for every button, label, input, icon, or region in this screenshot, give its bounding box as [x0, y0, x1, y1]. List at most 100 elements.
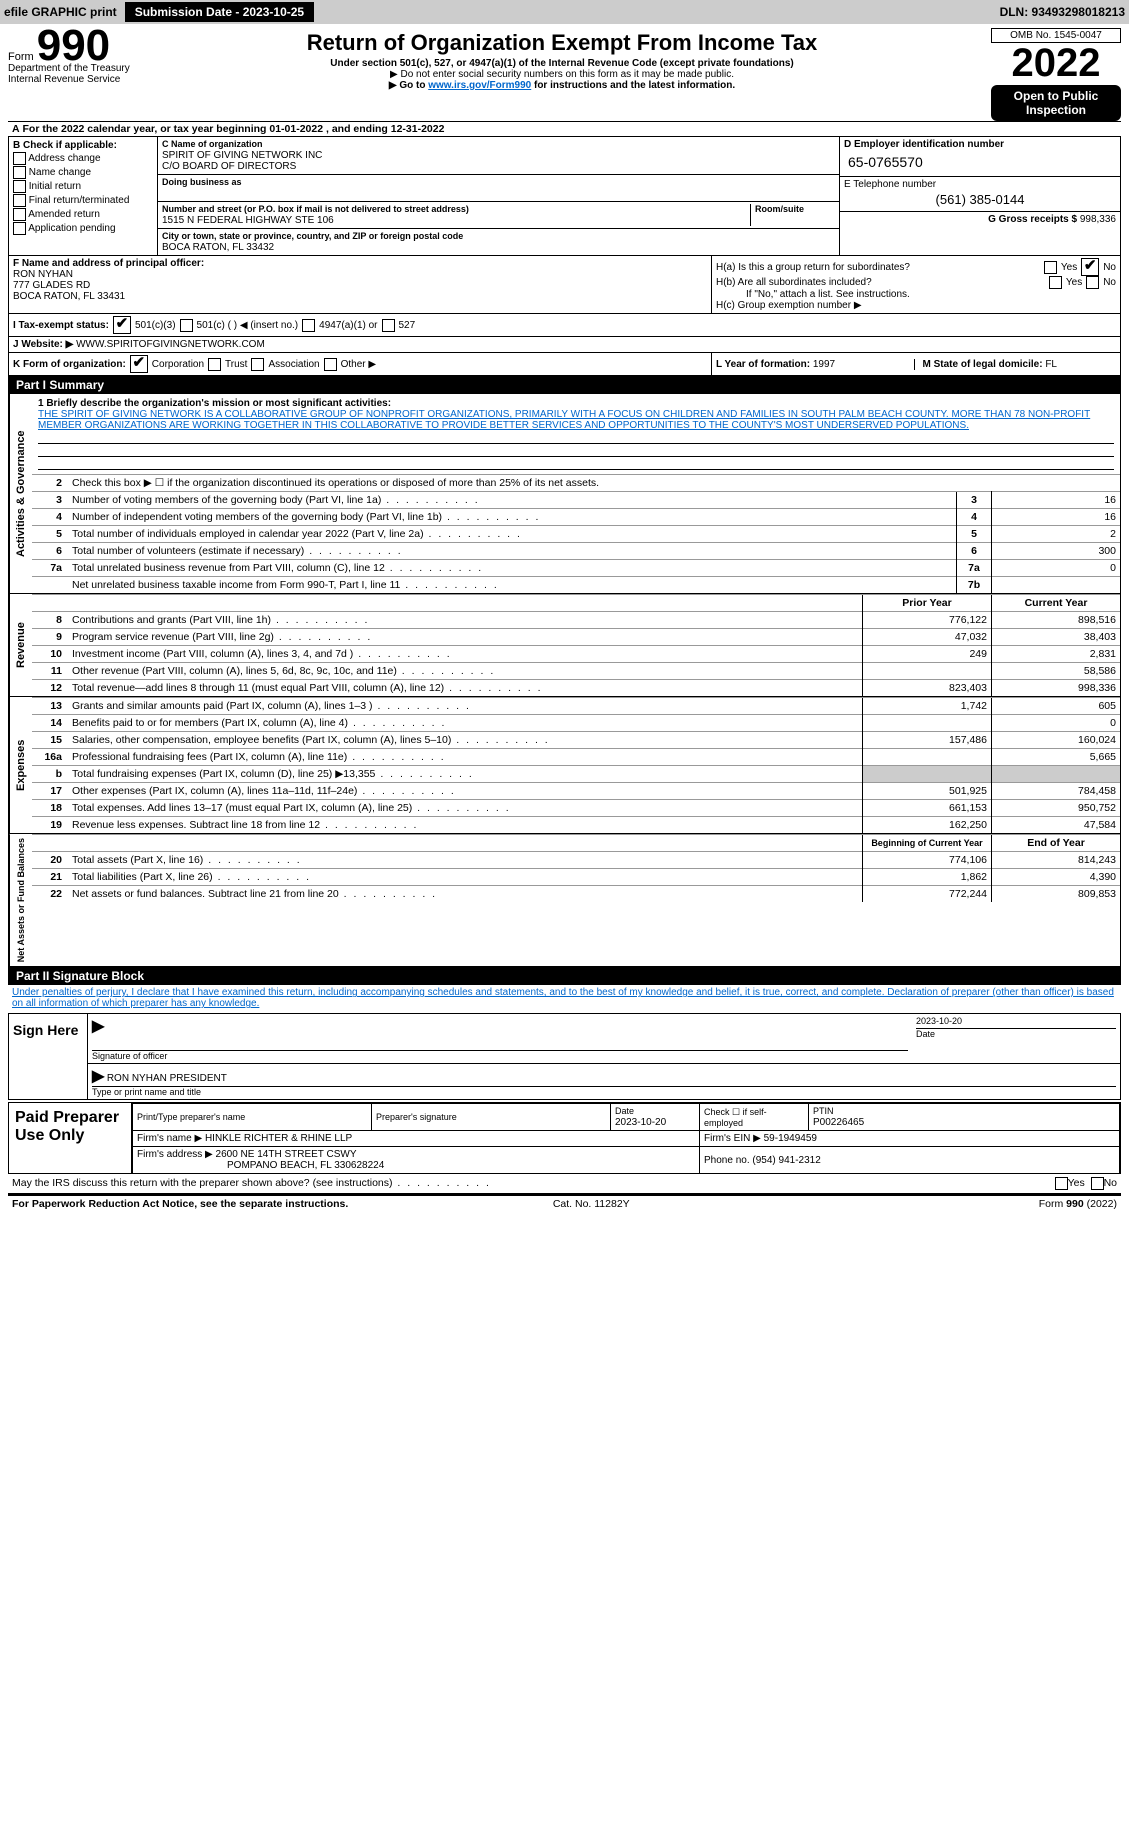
cb-initial-return[interactable]: Initial return	[13, 180, 153, 193]
table-row: 11Other revenue (Part VIII, column (A), …	[32, 663, 1120, 680]
preparer-block: Paid Preparer Use Only Print/Type prepar…	[8, 1102, 1121, 1174]
open-public-badge: Open to Public Inspection	[991, 85, 1121, 121]
penalty-link[interactable]: Under penalties of perjury, I declare th…	[12, 987, 1114, 1009]
table-row: 17Other expenses (Part IX, column (A), l…	[32, 783, 1120, 800]
m-label: M State of legal domicile:	[923, 359, 1043, 370]
cb-4947[interactable]	[302, 319, 315, 332]
activities-governance-section: Activities & Governance 1 Briefly descri…	[8, 394, 1121, 594]
org-care-of: C/O BOARD OF DIRECTORS	[162, 161, 296, 172]
officer-addr1: 777 GLADES RD	[13, 280, 90, 291]
form-subtitle: Under section 501(c), 527, or 4947(a)(1)…	[133, 58, 991, 69]
discuss-yes[interactable]	[1055, 1177, 1068, 1190]
hb-yes[interactable]	[1049, 276, 1062, 289]
prep-name-label: Print/Type preparer's name	[137, 1112, 245, 1122]
beginning-hdr: Beginning of Current Year	[863, 835, 992, 852]
hb-no[interactable]	[1086, 276, 1099, 289]
mission-text[interactable]: THE SPIRIT OF GIVING NETWORK IS A COLLAB…	[38, 409, 1090, 431]
tax-year: 2022	[991, 43, 1121, 83]
irs-link[interactable]: www.irs.gov/Form990	[428, 80, 531, 91]
firm-phone: (954) 941-2312	[752, 1155, 820, 1166]
city-label: City or town, state or province, country…	[162, 231, 463, 241]
table-row: 14Benefits paid to or for members (Part …	[32, 715, 1120, 732]
officer-name: RON NYHAN	[13, 269, 73, 280]
ptin-value: P00226465	[813, 1117, 864, 1128]
year-range: For the 2022 calendar year, or tax year …	[23, 123, 445, 135]
cb-amended[interactable]: Amended return	[13, 208, 153, 221]
discuss-text: May the IRS discuss this return with the…	[12, 1177, 1055, 1190]
prior-year-hdr: Prior Year	[863, 595, 992, 612]
cb-corp[interactable]	[130, 355, 148, 373]
table-row: 16aProfessional fundraising fees (Part I…	[32, 749, 1120, 766]
date-label: Date	[916, 1029, 935, 1039]
form-footer-label: Form 990 (2022)	[1039, 1198, 1117, 1210]
officer-printed-name: RON NYHAN PRESIDENT	[107, 1073, 227, 1084]
ptin-label: PTIN	[813, 1106, 834, 1116]
firm-name: HINKLE RICHTER & RHINE LLP	[205, 1133, 352, 1144]
arrow-icon: ▶	[92, 1018, 104, 1035]
tax-status-row: I Tax-exempt status: 501(c)(3) 501(c) ( …	[8, 314, 1121, 337]
prep-sig-label: Preparer's signature	[376, 1112, 457, 1122]
firm-addr2: POMPANO BEACH, FL 330628224	[137, 1160, 384, 1171]
vlabel-revenue: Revenue	[9, 594, 32, 696]
part1-header: Part I Summary	[8, 376, 1121, 394]
ha-label: H(a) Is this a group return for subordin…	[716, 262, 1040, 273]
org-name: SPIRIT OF GIVING NETWORK INC	[162, 150, 322, 161]
note-post: for instructions and the latest informat…	[531, 80, 735, 91]
cb-other[interactable]	[324, 358, 337, 371]
line1-label: 1 Briefly describe the organization's mi…	[38, 398, 391, 409]
net-assets-table: Beginning of Current YearEnd of Year 20T…	[32, 834, 1120, 902]
ha-no[interactable]	[1081, 258, 1099, 276]
table-row: 3Number of voting members of the governi…	[32, 492, 1120, 509]
cb-527[interactable]	[382, 319, 395, 332]
phone-value: (561) 385-0144	[844, 190, 1116, 209]
l-value: 1997	[813, 359, 835, 370]
net-assets-section: Net Assets or Fund Balances Beginning of…	[8, 834, 1121, 967]
cb-address-change[interactable]: Address change	[13, 152, 153, 165]
form-label: Form	[8, 51, 34, 63]
hc-label: H(c) Group exemption number ▶	[716, 300, 1116, 311]
table-row: 22Net assets or fund balances. Subtract …	[32, 886, 1120, 903]
org-info-block: B Check if applicable: Address change Na…	[8, 136, 1121, 256]
cb-501c3[interactable]	[113, 316, 131, 334]
cb-assoc[interactable]	[251, 358, 264, 371]
street-address: 1515 N FEDERAL HIGHWAY STE 106	[162, 215, 334, 226]
paperwork-notice: For Paperwork Reduction Act Notice, see …	[12, 1198, 348, 1210]
room-label: Room/suite	[755, 204, 804, 214]
governance-table: 2Check this box ▶ ☐ if the organization …	[32, 474, 1120, 593]
table-row: 4Number of independent voting members of…	[32, 509, 1120, 526]
cb-501c[interactable]	[180, 319, 193, 332]
i-label: I Tax-exempt status:	[13, 320, 109, 331]
expenses-table: 13Grants and similar amounts paid (Part …	[32, 697, 1120, 833]
checkbox-column: B Check if applicable: Address change Na…	[9, 137, 158, 255]
ssn-note: ▶ Do not enter social security numbers o…	[133, 69, 991, 80]
table-row: 20Total assets (Part X, line 16)774,1068…	[32, 852, 1120, 869]
sig-officer-label: Signature of officer	[92, 1051, 167, 1061]
arrow-icon: ▶	[92, 1068, 104, 1085]
department-label: Department of the Treasury	[8, 63, 133, 74]
self-employed-check[interactable]: Check ☐ if self-employed	[700, 1104, 809, 1131]
officer-addr2: BOCA RATON, FL 33431	[13, 291, 125, 302]
table-row: 9Program service revenue (Part VIII, lin…	[32, 629, 1120, 646]
submission-date-button[interactable]: Submission Date - 2023-10-25	[125, 2, 314, 22]
cb-name-change[interactable]: Name change	[13, 166, 153, 179]
top-bar: efile GRAPHIC print Submission Date - 20…	[0, 0, 1129, 24]
expenses-section: Expenses 13Grants and similar amounts pa…	[8, 697, 1121, 834]
line2-text: Check this box ▶ ☐ if the organization d…	[68, 475, 1120, 492]
ha-yes[interactable]	[1044, 261, 1057, 274]
cb-final-return[interactable]: Final return/terminated	[13, 194, 153, 207]
instructions-note: ▶ Go to www.irs.gov/Form990 for instruct…	[133, 80, 991, 91]
firm-name-label: Firm's name ▶	[137, 1133, 202, 1144]
f-label: F Name and address of principal officer:	[13, 258, 204, 269]
revenue-table: Prior YearCurrent Year 8Contributions an…	[32, 594, 1120, 696]
type-name-label: Type or print name and title	[92, 1087, 201, 1097]
sign-here-label: Sign Here	[9, 1014, 88, 1099]
cb-app-pending[interactable]: Application pending	[13, 222, 153, 235]
cb-trust[interactable]	[208, 358, 221, 371]
j-label: J Website: ▶	[13, 339, 73, 350]
discuss-no[interactable]	[1091, 1177, 1104, 1190]
calendar-year-line: A For the 2022 calendar year, or tax yea…	[8, 122, 1121, 136]
officer-group-block: F Name and address of principal officer:…	[8, 256, 1121, 314]
dln-label: DLN: 93493298018213	[1000, 5, 1125, 19]
website-value: WWW.SPIRITOFGIVINGNETWORK.COM	[76, 339, 265, 350]
table-row: Net unrelated business taxable income fr…	[32, 577, 1120, 594]
